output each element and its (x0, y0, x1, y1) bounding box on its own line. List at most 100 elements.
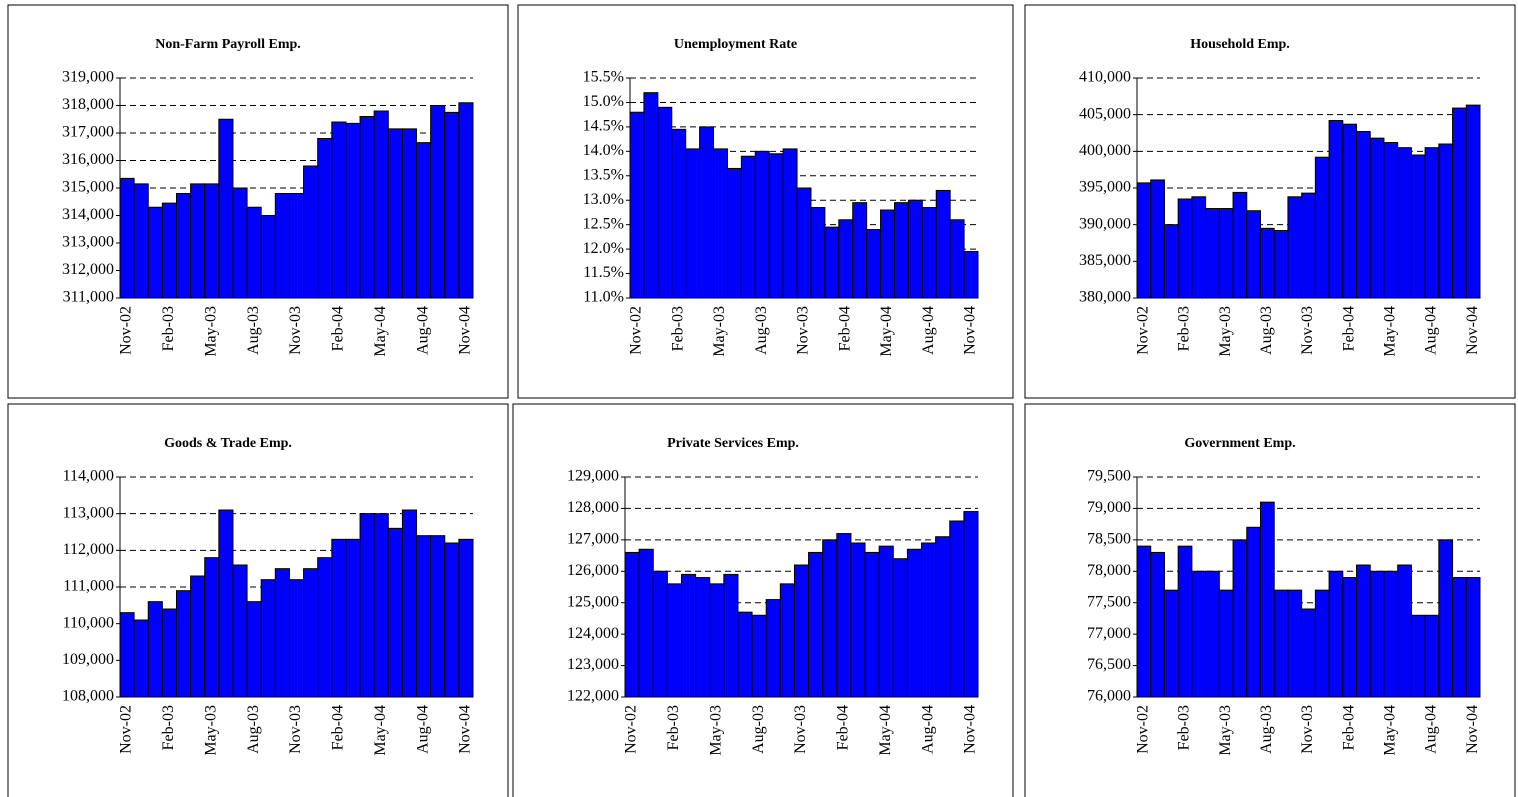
bar (921, 542, 937, 698)
bar (1438, 143, 1454, 299)
bar (666, 583, 682, 698)
bar (907, 199, 923, 299)
chart-title: Government Emp. (1184, 436, 1295, 451)
y-tick-label: 318,000 (62, 96, 114, 113)
bar (416, 142, 432, 299)
y-tick-label: 125,000 (567, 593, 619, 610)
bar (652, 570, 668, 698)
bar (1191, 570, 1207, 698)
bar (793, 564, 810, 698)
bar (880, 209, 895, 299)
bar (317, 557, 333, 698)
bar (331, 121, 347, 299)
x-tick-label: May-03 (1217, 705, 1234, 756)
bar (657, 106, 673, 299)
bar (1452, 107, 1467, 299)
y-tick-label: 14.0% (583, 142, 624, 159)
bar (1218, 208, 1234, 299)
y-tick-label: 76,000 (1087, 688, 1131, 705)
x-tick-label: Feb-03 (665, 705, 682, 750)
bar (713, 148, 728, 299)
bar (824, 226, 840, 299)
x-tick-label: Nov-02 (1135, 705, 1152, 754)
y-tick-label: 12.0% (583, 240, 624, 257)
bar (808, 551, 824, 698)
y-tick-label: 410,000 (1079, 69, 1131, 86)
bar (1259, 227, 1275, 299)
bar (685, 148, 701, 299)
y-tick-label: 380,000 (1079, 289, 1131, 306)
x-tick-label: Nov-02 (1135, 306, 1152, 355)
y-tick-label: 312,000 (62, 261, 114, 278)
bar (1177, 545, 1193, 698)
bar (430, 535, 446, 698)
bar (963, 511, 979, 698)
x-tick-label: Feb-03 (1176, 705, 1193, 750)
bar (133, 619, 149, 698)
bar (1410, 154, 1426, 299)
x-tick-label: May-03 (711, 306, 728, 357)
bar (779, 583, 795, 698)
x-tick-label: Nov-04 (962, 705, 979, 754)
x-tick-label: Nov-02 (118, 705, 135, 754)
bar (401, 128, 418, 299)
bar (1424, 614, 1440, 698)
x-tick-label: Nov-03 (287, 705, 304, 754)
bar (1259, 501, 1275, 698)
x-tick-label: Aug-03 (245, 705, 262, 754)
bar (963, 251, 979, 299)
x-tick-label: Feb-04 (1340, 306, 1357, 351)
bar (161, 202, 177, 299)
bar (303, 568, 319, 698)
bar (935, 536, 951, 698)
x-tick-label: Feb-03 (160, 306, 177, 351)
bar (204, 183, 220, 299)
x-tick-label: Nov-04 (962, 306, 979, 355)
bar (906, 548, 923, 698)
bar (765, 599, 781, 698)
bar (359, 116, 375, 299)
chart-title: Unemployment Rate (674, 37, 797, 52)
bar (274, 568, 290, 698)
x-tick-label: Aug-03 (750, 705, 767, 754)
bar (737, 611, 753, 698)
bar (949, 219, 965, 299)
x-tick-label: Aug-03 (1258, 705, 1275, 754)
x-tick-label: Aug-03 (1258, 306, 1275, 355)
y-tick-label: 405,000 (1079, 105, 1131, 122)
x-tick-label: May-04 (877, 705, 894, 756)
x-tick-label: Nov-02 (628, 306, 645, 355)
bar (740, 155, 756, 299)
bar (246, 206, 262, 299)
bar (359, 513, 375, 698)
bar (147, 206, 163, 299)
x-tick-label: Aug-04 (1423, 705, 1440, 754)
bar (274, 193, 290, 299)
bar (218, 118, 234, 299)
bar (782, 148, 798, 299)
x-tick-label: Nov-03 (792, 705, 809, 754)
y-tick-label: 110,000 (63, 614, 114, 631)
bar (864, 551, 880, 698)
x-tick-label: May-04 (1381, 705, 1398, 756)
y-tick-label: 313,000 (62, 234, 114, 251)
bar (1342, 123, 1358, 299)
y-tick-label: 385,000 (1079, 252, 1131, 269)
bar (444, 111, 460, 299)
chart-title: Private Services Emp. (667, 436, 799, 451)
bar (1397, 147, 1412, 299)
y-tick-label: 126,000 (567, 562, 619, 579)
x-tick-label: May-03 (707, 705, 724, 756)
y-tick-label: 395,000 (1079, 179, 1131, 196)
x-tick-label: May-04 (372, 705, 389, 756)
y-tick-label: 77,000 (1087, 625, 1131, 642)
bar (260, 215, 276, 299)
bar (695, 577, 711, 698)
bar (416, 535, 432, 698)
bar (1328, 120, 1344, 299)
bar (303, 165, 319, 299)
bar (1246, 210, 1261, 299)
bar (892, 558, 908, 698)
bar (1328, 570, 1344, 698)
bar (345, 538, 361, 698)
